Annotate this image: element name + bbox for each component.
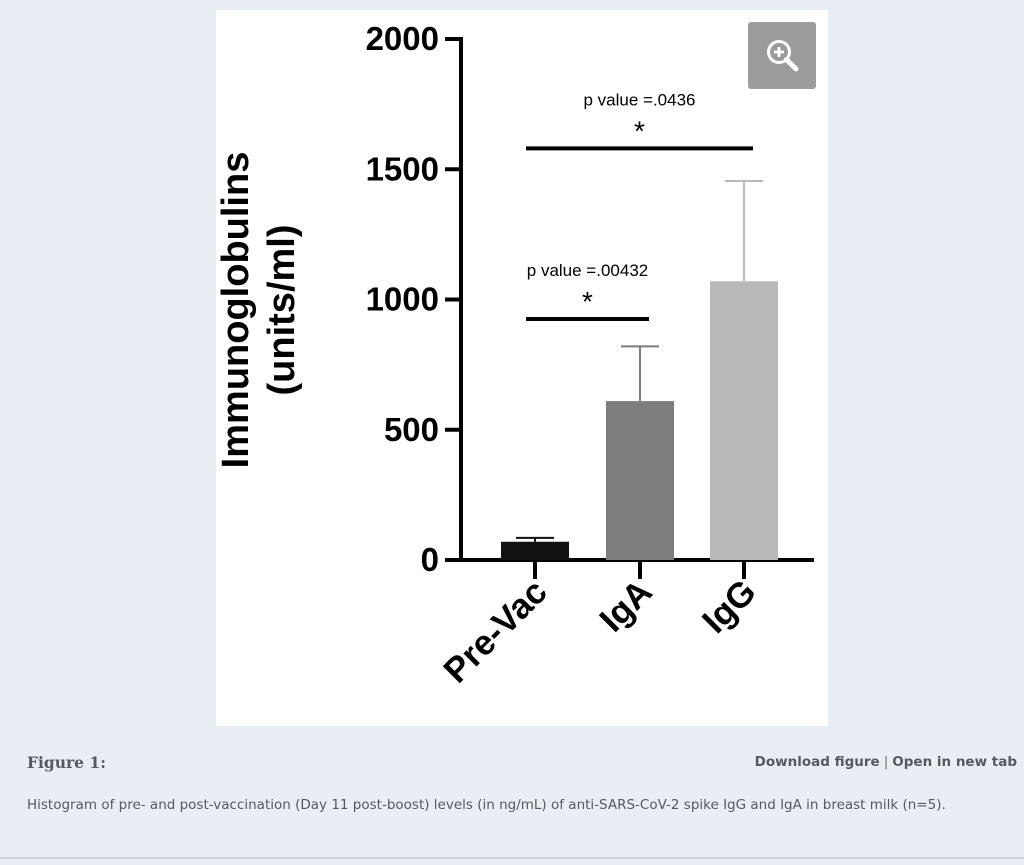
bar: [710, 281, 778, 560]
p-value-label: p value =.0436: [583, 90, 695, 109]
figure-caption-header: Figure 1: Download figure | Open in new ta…: [27, 753, 1017, 775]
y-tick-label: 1000: [366, 281, 439, 318]
bar-chart: 0 500 1000 1500 2000 Immunoglobulins (units/ml…: [216, 20, 814, 690]
y-tick-label: 500: [384, 411, 439, 448]
link-separator: |: [883, 754, 889, 770]
figure-label: Figure 1:: [27, 753, 106, 772]
x-tick-label: Pre-Vac: [436, 572, 554, 690]
figure-links: Download figure | Open in new tab: [755, 754, 1017, 770]
significance-star: *: [582, 286, 593, 317]
open-in-new-tab-link[interactable]: Open in new tab: [892, 754, 1017, 770]
zoom-in-icon: [767, 40, 799, 72]
significance-star: *: [634, 115, 645, 146]
bar: [501, 541, 569, 560]
y-tick-label: 1500: [366, 150, 439, 187]
y-tick-label: 0: [421, 541, 439, 578]
figure-panel: 0 500 1000 1500 2000 Immunoglobulins (units/ml…: [216, 10, 828, 726]
figure-caption: Histogram of pre- and post-vaccination (…: [27, 797, 946, 813]
y-tick-label: 2000: [366, 20, 439, 57]
divider: [0, 857, 1024, 859]
x-tick-label: IgG: [695, 572, 764, 641]
y-axis-title-line: Immunoglobulins: [216, 152, 257, 469]
x-tick-label: IgA: [592, 572, 659, 639]
p-value-label: p value =.00432: [527, 261, 648, 280]
download-figure-link[interactable]: Download figure: [754, 754, 880, 770]
zoom-button[interactable]: [748, 22, 816, 89]
bar: [606, 401, 674, 560]
y-axis-title-line: (units/ml): [261, 225, 303, 396]
